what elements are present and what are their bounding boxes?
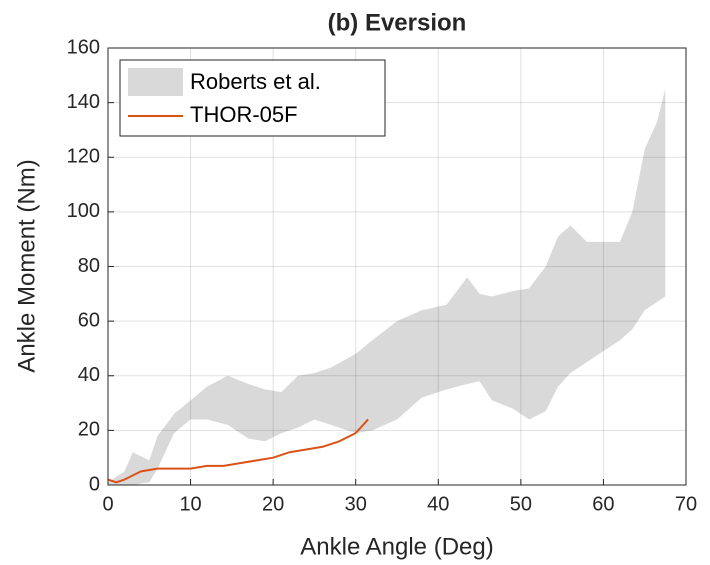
- x-tick-label: 40: [427, 493, 449, 515]
- y-tick-label: 120: [67, 146, 100, 168]
- x-axis-label: Ankle Angle (Deg): [300, 533, 493, 560]
- y-tick-label: 60: [78, 309, 100, 331]
- band: [108, 88, 666, 485]
- x-tick-label: 0: [102, 493, 113, 515]
- legend-label: THOR-05F: [190, 102, 298, 127]
- chart-title: (b) Eversion: [328, 9, 467, 36]
- y-tick-label: 100: [67, 200, 100, 222]
- legend-label: Roberts et al.: [190, 69, 321, 94]
- y-tick-label: 160: [67, 36, 100, 58]
- x-tick-label: 50: [510, 493, 532, 515]
- x-tick-label: 20: [262, 493, 284, 515]
- x-tick-label: 30: [345, 493, 367, 515]
- legend-swatch: [128, 68, 183, 96]
- y-tick-label: 20: [78, 419, 100, 441]
- line: [107, 418, 369, 484]
- y-tick-label: 80: [78, 255, 100, 277]
- y-tick-label: 140: [67, 91, 100, 113]
- y-tick-label: 40: [78, 364, 100, 386]
- y-tick-label: 0: [89, 473, 100, 495]
- x-tick-label: 10: [179, 493, 201, 515]
- plot-frame: [107, 47, 687, 486]
- y-axis-label: Ankle Moment (Nm): [13, 159, 40, 372]
- x-tick-label: 60: [592, 493, 614, 515]
- x-tick-label: 70: [675, 493, 697, 515]
